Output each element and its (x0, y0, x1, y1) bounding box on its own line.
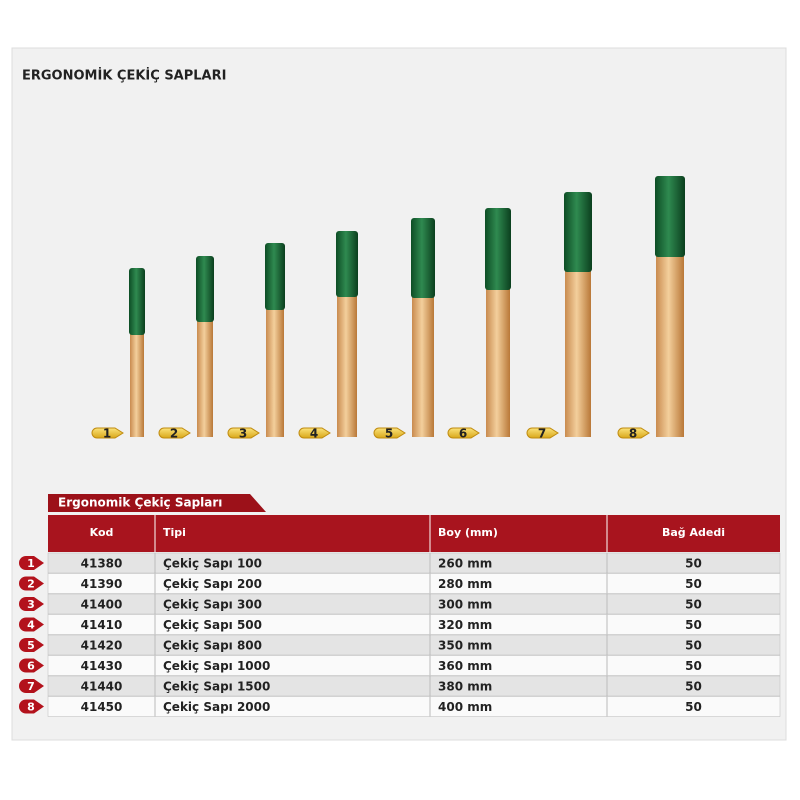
handle-grip (265, 243, 285, 310)
handle-tag (526, 427, 559, 439)
header-cell: Boy (mm) (438, 526, 498, 539)
table-cell: 260 mm (438, 557, 492, 571)
handle-wood (412, 294, 434, 437)
handle-tag (373, 427, 406, 439)
handle-wood (266, 306, 284, 437)
row-marker (19, 638, 44, 652)
handle-tag (447, 427, 480, 439)
table-cell: 50 (685, 659, 702, 673)
handle-tag (91, 427, 124, 439)
table-tab (48, 494, 266, 512)
row-marker (19, 556, 44, 570)
table-header (48, 515, 780, 552)
handle-grip (129, 268, 145, 335)
handle-grip (411, 218, 435, 298)
handle-tag (298, 427, 331, 439)
table-row (47, 675, 781, 697)
table-cell: 41450 (81, 700, 123, 714)
table-cell: 400 mm (438, 700, 492, 714)
handle-grip (655, 176, 685, 257)
page-title: ERGONOMİK ÇEKİÇ SAPLARI (22, 68, 226, 84)
table-cell: 50 (685, 639, 702, 653)
table-cell: 41430 (81, 659, 123, 673)
handle-grip (564, 192, 592, 272)
table-row (47, 552, 781, 574)
table-cell: 50 (685, 577, 702, 591)
table-cell: Çekiç Sapı 2000 (163, 700, 270, 714)
table-cell: Çekiç Sapı 500 (163, 618, 262, 632)
handle-label: 7 (538, 427, 546, 441)
table-cell: 50 (685, 700, 702, 714)
header-cell: Bağ Adedi (662, 526, 725, 539)
handle-label: 5 (385, 427, 393, 441)
table-row (47, 593, 781, 615)
table-cell: 50 (685, 598, 702, 612)
table-title: Ergonomik Çekiç Sapları (58, 496, 222, 510)
table-cell: Çekiç Sapı 800 (163, 639, 262, 653)
handle-label: 1 (103, 427, 111, 441)
table-cell: Çekiç Sapı 200 (163, 577, 262, 591)
handle-wood (130, 331, 144, 437)
handle-label: 8 (629, 427, 637, 441)
handle-label: 3 (239, 427, 247, 441)
row-marker-label: 6 (27, 660, 35, 673)
table-cell: 50 (685, 618, 702, 632)
table-cell: 280 mm (438, 577, 492, 591)
table-row (47, 696, 781, 717)
row-marker-label: 7 (27, 680, 35, 693)
table-cell: 41390 (81, 577, 123, 591)
row-marker (19, 597, 44, 611)
table-row (47, 655, 781, 676)
table-cell: 41420 (81, 639, 123, 653)
row-marker-label: 8 (27, 701, 35, 714)
handle-tag (227, 427, 260, 439)
handle-tag (617, 427, 650, 439)
table-cell: 50 (685, 557, 702, 571)
table-cell: 320 mm (438, 618, 492, 632)
handle-grip (196, 256, 214, 322)
table-cell: 41410 (81, 618, 123, 632)
handle-tag (158, 427, 191, 439)
table-cell: Çekiç Sapı 300 (163, 598, 262, 612)
row-marker-label: 5 (27, 639, 35, 652)
row-marker (19, 658, 44, 673)
row-marker (19, 679, 44, 693)
table-cell: 41400 (81, 598, 123, 612)
handle-label: 6 (459, 427, 467, 441)
row-marker (19, 576, 44, 591)
table-cell: Çekiç Sapı 100 (163, 557, 262, 571)
table-cell: Çekiç Sapı 1000 (163, 659, 270, 673)
handle-wood (197, 318, 213, 437)
table-row (47, 634, 781, 656)
header-cell: Tipi (163, 526, 186, 539)
table-cell: 50 (685, 680, 702, 694)
row-marker (19, 699, 44, 714)
table-cell: 380 mm (438, 680, 492, 694)
table-cell: 350 mm (438, 639, 492, 653)
row-marker-label: 1 (27, 557, 35, 570)
row-marker-label: 3 (27, 598, 35, 611)
handle-wood (486, 286, 510, 437)
row-marker (19, 617, 44, 632)
table-row (47, 614, 781, 635)
table-cell: 300 mm (438, 598, 492, 612)
table-row (47, 573, 781, 594)
row-marker-label: 2 (27, 578, 35, 591)
handle-label: 2 (170, 427, 178, 441)
handle-wood (656, 253, 684, 437)
handle-label: 4 (310, 427, 318, 441)
handle-grip (336, 231, 358, 297)
header-cell: Kod (90, 526, 114, 539)
table-cell: 41380 (81, 557, 123, 571)
handle-wood (337, 293, 357, 437)
row-marker-label: 4 (27, 619, 35, 632)
table-cell: 360 mm (438, 659, 492, 673)
handle-wood (565, 268, 591, 437)
table-cell: 41440 (81, 680, 123, 694)
table-cell: Çekiç Sapı 1500 (163, 680, 270, 694)
handle-grip (485, 208, 511, 290)
